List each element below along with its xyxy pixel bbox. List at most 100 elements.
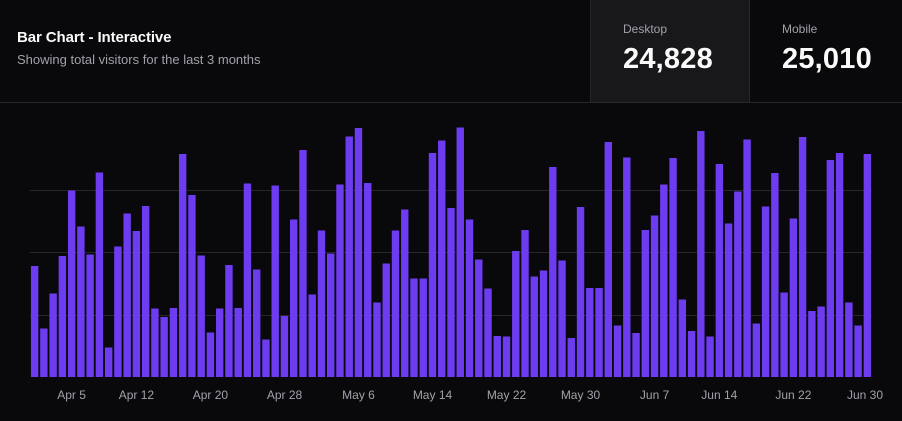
chart-bar[interactable] [382,263,390,378]
x-tick-label: Apr 12 [119,388,155,402]
chart-bar[interactable] [132,231,141,377]
chart-bar[interactable] [595,288,603,377]
chart-bar[interactable] [67,190,76,378]
chart-bar[interactable] [521,230,529,377]
chart-bar[interactable] [706,336,714,378]
chart-bar[interactable] [345,136,353,378]
chart-bar[interactable] [197,255,205,378]
x-tick-label: May 22 [487,388,527,402]
chart-bar[interactable] [669,158,677,377]
chart-bar[interactable] [715,164,724,377]
chart-bar[interactable] [30,266,39,377]
chart-bar[interactable] [77,226,85,378]
chart-bar[interactable] [49,293,57,378]
mobile-total: 25,010 [782,43,872,75]
chart-bar[interactable] [419,278,427,378]
chart-bar[interactable] [835,153,844,377]
chart-bar[interactable] [308,294,316,378]
chart-bar[interactable] [354,128,363,377]
chart-bar[interactable] [206,332,215,378]
chart-bar[interactable] [650,215,659,378]
chart-bar[interactable] [401,209,409,378]
chart-bar[interactable] [493,336,501,377]
chart-bar[interactable] [40,328,48,378]
chart-bar[interactable] [845,302,853,378]
chart-bar[interactable] [410,278,418,378]
chart-bar[interactable] [502,336,511,378]
chart-bar[interactable] [697,131,705,377]
chart-bar[interactable] [317,230,326,378]
chart-bar[interactable] [780,292,788,378]
x-tick-label: May 6 [342,388,375,402]
chart-bar[interactable] [771,173,779,377]
x-tick-label: Jun 22 [775,388,811,402]
chart-bar[interactable] [586,288,594,377]
chart-bar[interactable] [798,137,807,377]
chart-bar[interactable] [243,183,252,378]
chart-bar[interactable] [539,270,548,378]
chart-bar[interactable] [447,208,455,377]
chart-bar[interactable] [456,127,464,378]
chart-bar[interactable] [678,299,687,378]
chart-bar[interactable] [687,331,696,377]
chart-bar[interactable] [512,251,520,377]
chart-bar[interactable] [373,302,381,378]
chart-bar[interactable] [290,219,298,378]
chart-bar[interactable] [262,339,270,378]
chart-bar[interactable] [95,172,104,378]
chart-bar[interactable] [743,139,751,378]
chart-bar[interactable] [336,184,344,378]
chart-bar[interactable] [734,191,742,378]
chart-bar[interactable] [225,265,233,377]
chart-bar[interactable] [613,325,622,378]
title-block: Bar Chart - Interactive Showing total vi… [17,29,261,67]
chart-bar[interactable] [252,269,261,378]
chart-bar[interactable] [761,206,770,378]
chart-bar[interactable] [567,338,575,377]
chart-bar[interactable] [364,183,372,377]
chart-bar[interactable] [558,260,566,378]
chart-bar[interactable] [632,333,640,377]
chart-bar[interactable] [724,223,733,378]
chart-bar[interactable] [789,218,798,378]
chart-bar[interactable] [234,308,242,377]
chart-bar[interactable] [438,140,446,378]
chart-bar[interactable] [151,308,159,378]
chart-bar[interactable] [188,195,196,377]
chart-bar[interactable] [530,276,538,378]
desktop-toggle-button[interactable]: Desktop 24,828 [590,0,749,102]
chart-bar[interactable] [123,213,131,378]
chart-bar[interactable] [141,206,150,377]
chart-bar[interactable] [104,347,113,378]
chart-bar[interactable] [854,325,862,378]
chart-bar[interactable] [863,154,872,377]
chart-bar[interactable] [826,160,835,377]
chart-bar[interactable] [58,256,67,377]
chart-bar[interactable] [549,167,557,377]
chart-bar[interactable] [391,230,400,378]
chart-bar[interactable] [169,308,178,377]
chart-bar[interactable] [817,306,825,378]
chart-bar[interactable] [86,254,94,378]
chart-bar[interactable] [752,323,761,378]
mobile-toggle-button[interactable]: Mobile 25,010 [749,0,902,102]
chart-bar[interactable] [428,153,437,377]
chart-bar[interactable] [660,184,668,378]
chart-bar[interactable] [160,317,168,377]
chart-bar[interactable] [215,308,224,378]
chart-bar[interactable] [484,288,492,378]
chart-bar[interactable] [299,150,307,377]
chart-bar[interactable] [178,154,187,377]
chart-bar[interactable] [641,230,650,377]
chart-bar[interactable] [576,207,585,377]
chart-bar[interactable] [465,219,474,378]
chart-bar[interactable] [808,311,816,377]
chart-bar[interactable] [604,142,612,377]
chart-bar[interactable] [475,259,483,378]
chart-bar[interactable] [280,316,289,377]
chart-bar[interactable] [327,253,335,378]
chart-bar[interactable] [623,157,631,378]
x-tick-label: Apr 5 [57,388,86,402]
chart-bar[interactable] [114,246,122,378]
chart-bar[interactable] [271,185,279,378]
